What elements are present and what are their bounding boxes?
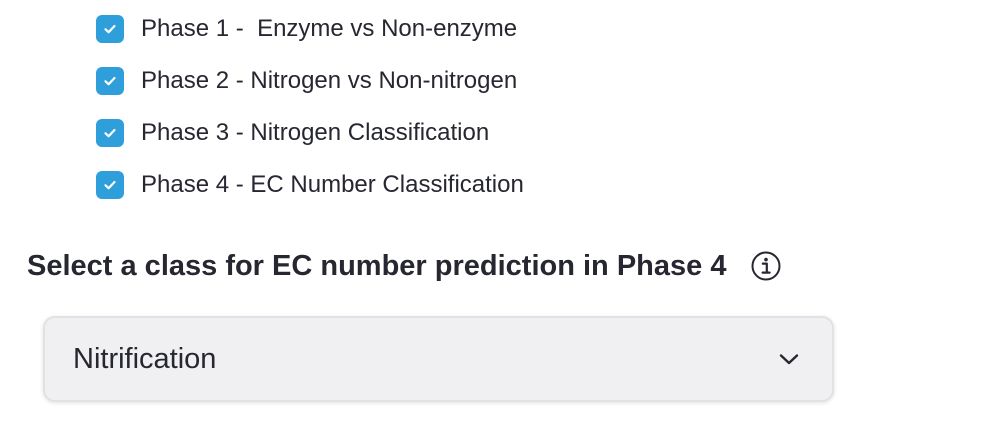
phase-4-checkbox[interactable]: [96, 171, 124, 199]
ec-class-select-heading: Select a class for EC number prediction …: [27, 246, 782, 286]
phase-1-label: Phase 1 - Enzyme vs Non-enzyme: [141, 15, 518, 42]
phase-2-checkbox-row[interactable]: Phase 2 - Nitrogen vs Non-nitrogen: [96, 66, 517, 96]
chevron-down-icon[interactable]: [776, 346, 802, 372]
phase-4-checkbox-row[interactable]: Phase 4 - EC Number Classification: [96, 170, 524, 200]
phase-2-checkbox[interactable]: [96, 67, 124, 95]
checkmark-icon: [104, 128, 116, 138]
phase-3-checkbox-row[interactable]: Phase 3 - Nitrogen Classification: [96, 118, 489, 148]
phase-1-checkbox-row[interactable]: Phase 1 - Enzyme vs Non-enzyme: [96, 14, 517, 44]
checkmark-icon: [104, 76, 116, 86]
ec-class-select[interactable]: Nitrification: [43, 316, 834, 402]
phase-3-checkbox[interactable]: [96, 119, 124, 147]
checkmark-icon: [104, 180, 116, 190]
phase-2-label: Phase 2 - Nitrogen vs Non-nitrogen: [141, 67, 518, 94]
phase-4-label: Phase 4 - EC Number Classification: [141, 171, 524, 198]
ec-class-select-label: Select a class for EC number prediction …: [27, 250, 727, 282]
info-icon[interactable]: [750, 250, 782, 282]
checkmark-icon: [104, 24, 116, 34]
ec-class-selected-value: Nitrification: [73, 342, 217, 375]
phase-3-label: Phase 3 - Nitrogen Classification: [141, 119, 490, 146]
phase-1-checkbox[interactable]: [96, 15, 124, 43]
